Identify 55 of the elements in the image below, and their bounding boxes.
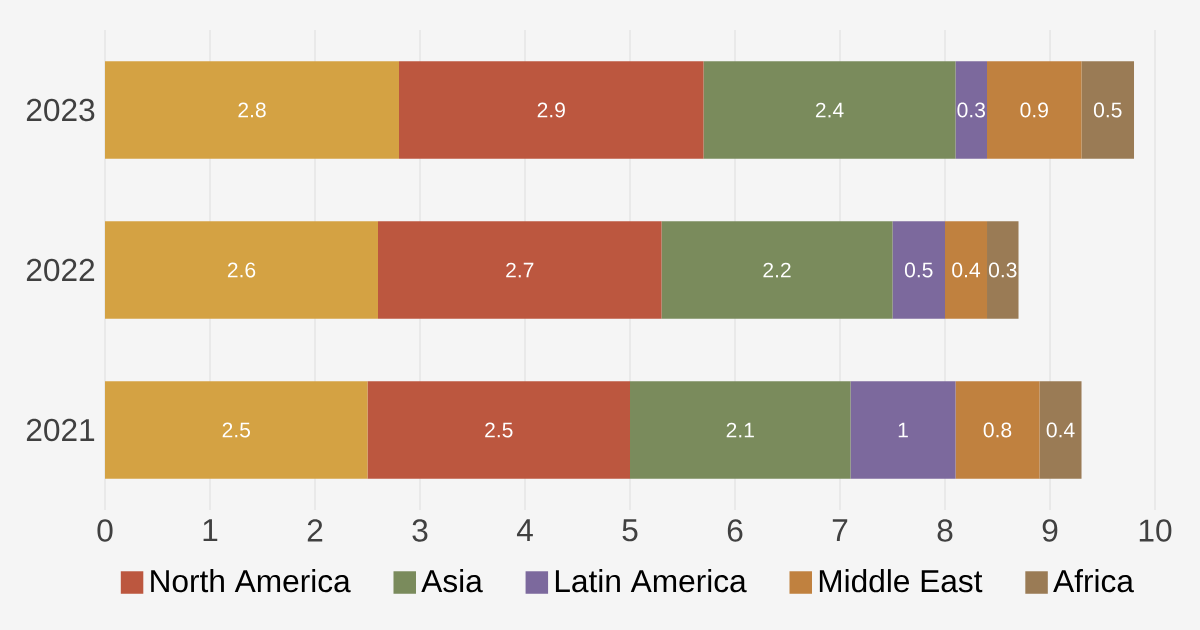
x-tick-label: 0 [97,519,113,542]
bar [630,381,851,479]
x-tick-label: 1 [203,519,218,542]
data-label: 0.3 [988,262,1017,278]
legend-label: Latin America [555,569,747,593]
data-label: 2.9 [537,102,565,118]
data-label: 0.9 [1020,102,1048,118]
bar [987,221,1019,319]
data-label: 2.6 [227,262,256,278]
legend-label: Asia [421,569,483,593]
x-tick-label: 6 [727,519,743,542]
x-tick-label: 5 [622,519,638,542]
bar [850,381,956,479]
bar [703,61,956,159]
data-label: 0.5 [1093,102,1122,118]
data-label: 0.8 [983,422,1012,438]
data-label: 0.4 [1046,422,1075,438]
bar [955,381,1040,479]
bar [955,61,988,159]
legend-label: Africa [1053,569,1134,593]
y-tick-label: 2021 [26,418,95,442]
bar [1081,61,1135,159]
data-label: 0.4 [952,262,981,278]
bar [892,221,946,319]
legend-label: North America [151,569,351,593]
bar [1039,381,1082,479]
x-tick-label: 9 [1042,519,1058,542]
data-label: 2.4 [815,102,844,118]
data-label: 2.5 [485,422,513,438]
data-label: 0.5 [904,262,933,278]
x-tick-label: 10 [1139,519,1172,542]
x-tick-label: 7 [832,519,848,542]
x-tick-label: 4 [516,519,533,542]
data-label: 2.5 [222,422,251,438]
bar [367,381,631,479]
x-tick-label: 3 [412,519,428,542]
data-label: 2.1 [726,422,754,438]
bar [105,61,400,159]
x-tick-label: 2 [307,519,323,542]
bar [105,381,368,479]
bar [399,61,704,159]
data-label: 2.8 [238,102,266,118]
bar [105,221,379,319]
bar [945,221,988,319]
bar [987,61,1082,159]
y-tick-label: 2022 [26,258,95,282]
data-label: 2.2 [763,262,791,278]
legend-label: Middle East [819,569,983,593]
bar [378,221,662,319]
x-tick-label: 8 [937,519,953,542]
bar [661,221,893,319]
data-label: 2.7 [506,262,534,278]
data-label: 0.3 [957,102,985,118]
data-label: 1 [898,422,908,438]
y-tick-label: 2023 [26,98,95,122]
